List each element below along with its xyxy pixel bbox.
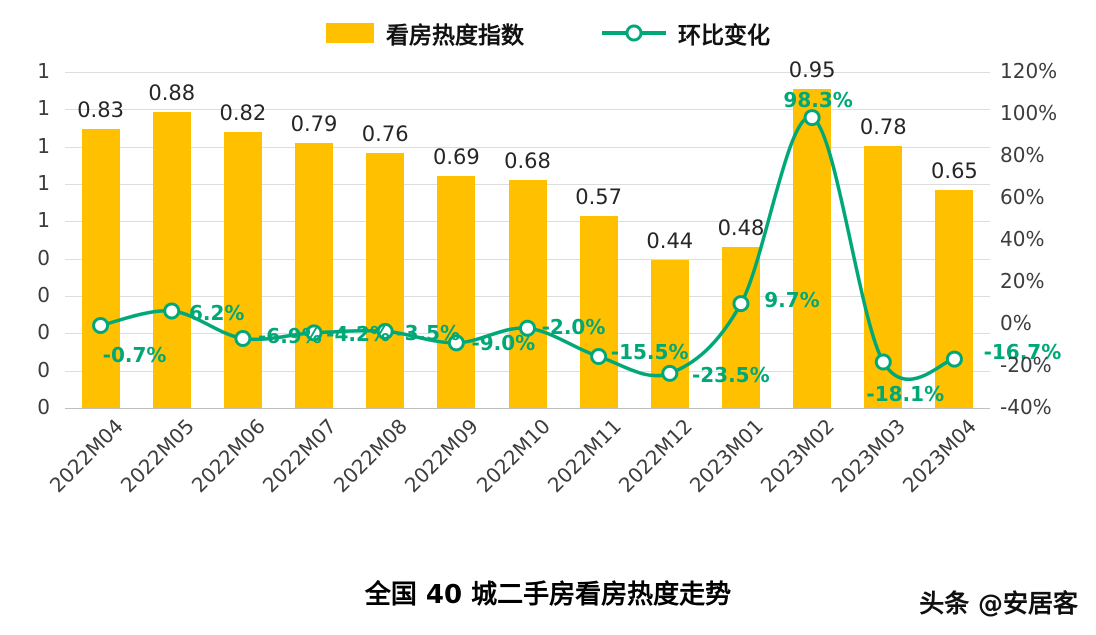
line-point-2023M03	[874, 353, 892, 371]
left-axis-tick: 1	[37, 171, 50, 195]
line-point-2022M12	[661, 364, 679, 382]
x-axis-label: 2022M10	[471, 414, 555, 498]
right-axis-tick: 60%	[1000, 185, 1045, 209]
bar-series-swatch	[326, 23, 374, 43]
bar-2022M06	[223, 132, 262, 408]
x-axis-label: 2022M06	[186, 414, 270, 498]
right-axis-tick: -40%	[1000, 395, 1052, 419]
line-point-2023M02	[803, 109, 821, 127]
legend-item-bar: 看房热度指数	[326, 16, 524, 50]
line-point-2022M07	[305, 324, 323, 342]
x-axis-label: 2022M12	[613, 414, 697, 498]
line-series	[92, 109, 963, 382]
left-axis-tick: 0	[37, 395, 50, 419]
chart-title: 全国 40 城二手房看房热度走势	[364, 580, 732, 610]
left-axis-tick: 1	[37, 133, 50, 158]
left-axis-tick: 1	[37, 59, 50, 83]
plot-area: 0.83 0.88 0.82 0.79 0.76 0.69 0.68 0.57 0.44 0.48…	[65, 58, 1061, 409]
bar-series	[65, 72, 990, 408]
left-axis-tick: 0	[37, 357, 50, 382]
bar-2022M05	[152, 112, 191, 408]
bar-series-label: 看房热度指数	[386, 23, 524, 49]
x-axis-label: 2023M04	[898, 414, 982, 498]
right-axis-tick: 20%	[1000, 269, 1045, 293]
line-point-2022M11	[590, 348, 608, 366]
bar-2022M04	[81, 129, 120, 408]
x-axis-label: 2022M07	[257, 414, 342, 498]
bar-2022M10	[508, 179, 547, 408]
x-axis-label: 2023M03	[827, 414, 911, 498]
bar-2022M12	[650, 260, 689, 408]
right-axis-tick: -20%	[1000, 353, 1052, 377]
x-axis-label: 2022M08	[328, 414, 413, 498]
legend-item-line: 环比变化	[602, 16, 770, 50]
line-point-2022M04	[92, 316, 110, 334]
x-axis-label: 2022M09	[400, 414, 484, 498]
watermark: 头条 @安居客	[919, 589, 1078, 618]
line-point-2023M01	[732, 295, 750, 313]
line-point-2022M10	[519, 319, 536, 337]
right-axis-tick: 40%	[1000, 227, 1045, 251]
gridline	[65, 146, 990, 148]
right-axis-tick: 120%	[1000, 59, 1058, 83]
x-axis-label: 2023M01	[684, 414, 768, 498]
bar-2023M04	[935, 189, 974, 408]
left-axis-tick: 1	[37, 208, 50, 233]
line-point-2023M04	[945, 350, 963, 368]
legend: 看房热度指数 环比变化	[0, 16, 1096, 50]
bar-2022M09	[437, 176, 476, 408]
x-axis-label: 2022M05	[115, 414, 199, 498]
line-point-2022M05	[163, 302, 181, 320]
x-axis-label: 2023M02	[755, 414, 840, 498]
left-axis-tick: 1	[37, 96, 50, 121]
right-axis-tick: 0%	[1000, 311, 1032, 335]
gridline	[65, 109, 990, 111]
line-point-2022M09	[447, 334, 465, 352]
left-axis-tick: 0	[37, 320, 50, 345]
bar-2022M08	[366, 152, 405, 408]
x-axis-label: 2022M11	[542, 414, 626, 498]
legend-line-ring	[625, 24, 643, 42]
left-axis-tick: 0	[37, 283, 50, 307]
left-axis-tick: 0	[37, 245, 50, 270]
line-marker-icon	[602, 24, 666, 42]
line-series-path	[100, 115, 955, 381]
bar-2022M11	[579, 216, 618, 408]
line-series-label: 环比变化	[678, 23, 770, 49]
line-point-2022M06	[234, 329, 252, 347]
right-axis-tick: 100%	[1000, 101, 1058, 125]
line-point-2022M08	[376, 322, 394, 340]
bar-2022M07	[295, 142, 334, 408]
right-axis-tick: 80%	[1000, 143, 1045, 167]
gridline	[65, 72, 990, 73]
x-axis-label: 2022M04	[44, 414, 128, 498]
